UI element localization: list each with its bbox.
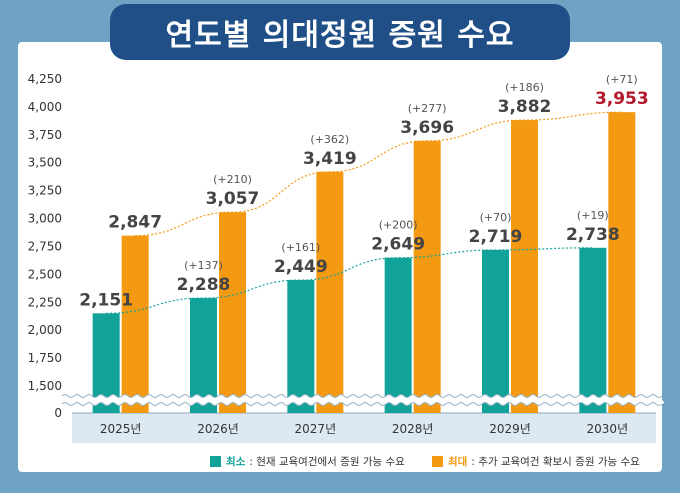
y-tick-label: 3,250 — [28, 184, 62, 198]
data-label-min: 2,738 — [566, 225, 620, 245]
delta-label-max: (+210) — [213, 173, 252, 186]
trend-line-max — [135, 111, 622, 237]
y-tick-label: 1,500 — [28, 379, 62, 393]
legend-desc-max: : 추가 교육여건 확보시 증원 가능 수요 — [471, 455, 640, 468]
delta-label-min: (+200) — [379, 219, 418, 232]
y-tick-label: 2,750 — [28, 239, 62, 253]
x-tick-label: 2029년 — [489, 422, 531, 436]
bar-min — [482, 249, 509, 413]
axis-break-edge-bottom — [61, 402, 663, 406]
x-tick-label: 2027년 — [295, 422, 337, 436]
legend-item-max: 최대 : 추가 교육여건 확보시 증원 가능 수요 — [432, 453, 640, 469]
data-label-max: 3,953 — [595, 89, 649, 109]
delta-label-min: (+70) — [480, 211, 512, 224]
data-label-min: 2,719 — [469, 227, 523, 247]
bar-max — [511, 120, 538, 413]
bar-min — [384, 257, 412, 413]
y-tick-label: 2,000 — [28, 323, 62, 337]
x-tick-label: 2026년 — [197, 422, 239, 436]
bar-min — [579, 247, 607, 413]
trend-line-min — [106, 247, 593, 314]
bar-max — [121, 235, 149, 413]
legend-swatch-min — [210, 455, 221, 467]
data-label-min: 2,288 — [177, 275, 231, 295]
data-label-max: 3,419 — [303, 149, 357, 169]
x-tick-label: 2025년 — [100, 422, 142, 436]
data-label-min: 2,151 — [79, 290, 133, 310]
data-label-max: 2,847 — [108, 213, 162, 233]
y-tick-label: 2,500 — [28, 267, 62, 281]
y-tick-label: 3,750 — [28, 128, 62, 142]
y-tick-label: 2,250 — [28, 295, 62, 309]
bar-max — [413, 140, 441, 413]
legend-item-min: 최소 : 현재 교육여건에서 증원 가능 수요 — [210, 453, 405, 469]
delta-label-min: (+137) — [184, 259, 223, 272]
bar-min — [190, 298, 217, 413]
data-label-min: 2,449 — [274, 257, 328, 277]
delta-label-max: (+277) — [408, 102, 447, 115]
bar-min — [287, 280, 315, 413]
title-banner: 연도별 의대정원 증원 수요 — [110, 4, 570, 60]
data-label-min: 2,649 — [371, 235, 425, 255]
legend-key-max: 최대 — [448, 455, 468, 468]
delta-label-min: (+161) — [281, 241, 320, 254]
legend-desc-min: : 현재 교육여건에서 증원 가능 수요 — [249, 455, 405, 468]
delta-label-max: (+186) — [505, 81, 544, 94]
y-tick-label: 3,500 — [28, 156, 62, 170]
bar-max — [316, 171, 344, 413]
legend-swatch-max — [432, 455, 443, 467]
delta-label-max: (+71) — [606, 73, 638, 86]
bar-max — [608, 112, 636, 413]
x-tick-label: 2030년 — [587, 422, 629, 436]
y-tick-label: 3,000 — [28, 212, 62, 226]
axis-break — [59, 395, 665, 405]
data-label-max: 3,057 — [206, 189, 260, 209]
y-tick-label: 4,000 — [28, 100, 62, 114]
y-tick-label: 0 — [54, 406, 62, 420]
delta-label-max: (+362) — [310, 133, 349, 146]
y-tick-label: 1,750 — [28, 351, 62, 365]
bar-max — [219, 212, 246, 413]
legend-key-min: 최소 — [226, 455, 246, 468]
x-axis-band — [72, 413, 656, 443]
delta-label-min: (+19) — [577, 209, 609, 222]
data-label-max: 3,882 — [498, 97, 552, 117]
data-label-max: 3,696 — [400, 118, 454, 138]
x-tick-label: 2028년 — [392, 422, 434, 436]
axis-break-edge-top — [61, 394, 663, 398]
chart-title: 연도별 의대정원 증원 수요 — [165, 18, 515, 53]
y-tick-label: 4,250 — [28, 72, 62, 86]
